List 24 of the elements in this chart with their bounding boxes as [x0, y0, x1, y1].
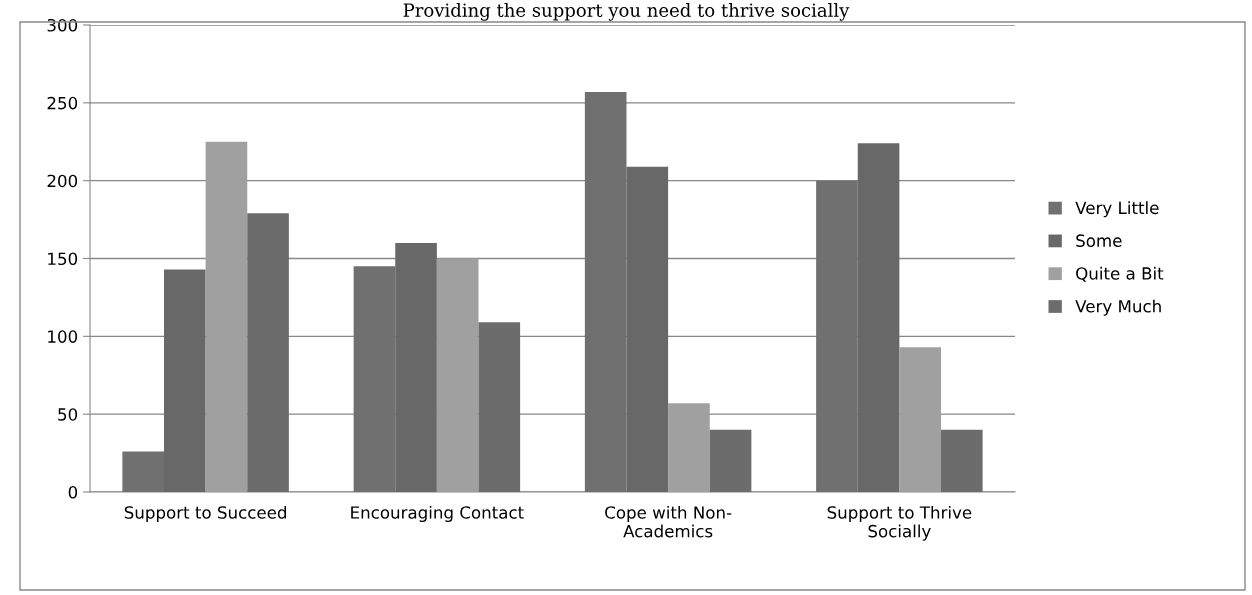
- legend-label: Very Little: [1075, 201, 1159, 218]
- legend-label: Quite a Bit: [1076, 266, 1164, 282]
- bar: [436, 258, 479, 492]
- x-tick-label: Support to Succeed: [124, 505, 286, 523]
- y-tick-label: 200: [47, 174, 78, 188]
- bar: [941, 429, 983, 492]
- y-tick-label: 100: [48, 330, 78, 343]
- bar: [478, 322, 521, 492]
- legend-label: Some: [1076, 234, 1122, 247]
- bar: [709, 429, 752, 492]
- legend-label: Very Much: [1075, 299, 1161, 316]
- y-tick-label: 50: [58, 408, 78, 421]
- bar: [205, 141, 248, 492]
- bar: [899, 347, 941, 492]
- y-tick-label: 150: [48, 252, 78, 266]
- text: Providing the support you need to thrive socially: [403, 3, 850, 21]
- y-tick-label: 0: [68, 485, 78, 499]
- x-tick-label: Support to Thrive Socially: [827, 505, 972, 541]
- x-tick-label: Cope with Non- Academics: [605, 505, 732, 538]
- x-tick-label: Encouraging Contact: [351, 505, 524, 523]
- bar: [247, 213, 289, 492]
- y-tick-label: 250: [47, 96, 78, 110]
- bar: [668, 403, 710, 492]
- y-tick-label: 300: [47, 18, 78, 32]
